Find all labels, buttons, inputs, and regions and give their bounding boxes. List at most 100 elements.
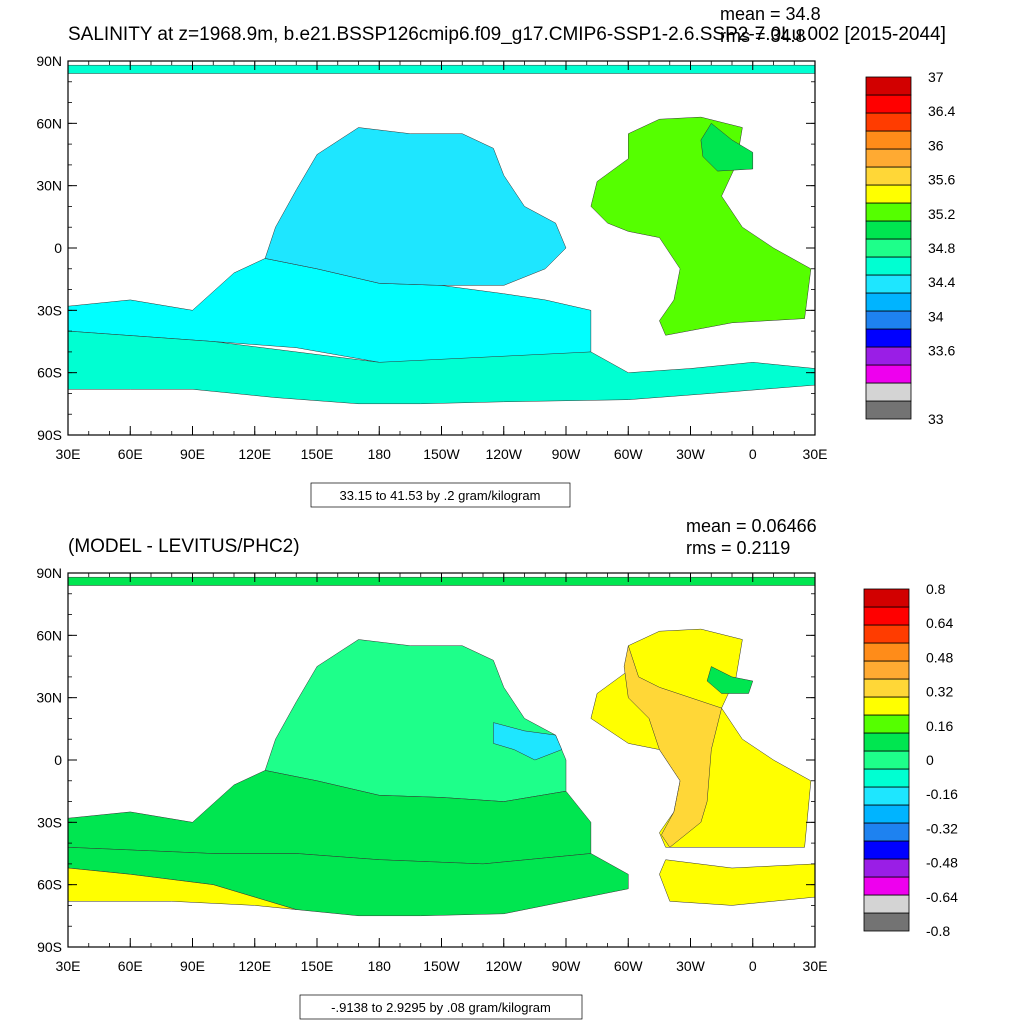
ocean-region-4 <box>700 122 754 172</box>
y-tick-label: 60N <box>36 115 62 131</box>
colorbar-label: 36.4 <box>928 103 955 119</box>
colorbar-swatch <box>865 202 912 222</box>
x-tick-label: 150E <box>301 446 334 462</box>
colorbar-label: -0.16 <box>926 786 958 802</box>
ocean-region-2 <box>264 127 567 286</box>
x-tick-label: 30E <box>56 446 81 462</box>
y-tick-label: 30N <box>36 690 62 706</box>
colorbar-label: 34 <box>928 308 944 324</box>
y-tick-label: 60S <box>37 877 62 893</box>
colorbar-swatch <box>865 346 912 366</box>
ocean-region-1 <box>67 330 816 405</box>
colorbar-swatch <box>865 274 912 294</box>
y-tick-label: 90N <box>36 565 62 581</box>
colorbar-label: 0.16 <box>926 718 953 734</box>
colorbar-label: 34.8 <box>928 240 955 256</box>
x-tick-label: 90W <box>552 958 582 974</box>
x-tick-label: 30E <box>56 958 81 974</box>
x-tick-label: 30E <box>803 958 828 974</box>
y-tick-label: 30N <box>36 178 62 194</box>
colorbar-swatch <box>863 678 910 698</box>
colorbar-label: -0.64 <box>926 889 958 905</box>
y-tick-label: 60S <box>37 365 62 381</box>
contour-info: -.9138 to 2.9295 by .08 gram/kilogram <box>331 1000 551 1015</box>
y-tick-label: 30S <box>37 302 62 318</box>
y-tick-label: 90S <box>37 939 62 955</box>
colorbar-label: 33 <box>928 411 944 427</box>
colorbar-label: 0.8 <box>926 581 946 597</box>
colorbar-swatch <box>863 822 910 842</box>
x-tick-label: 30W <box>676 958 706 974</box>
x-tick-label: 180 <box>368 958 392 974</box>
colorbar-swatch <box>865 382 912 402</box>
colorbar-swatch <box>865 94 912 114</box>
colorbar-swatch <box>863 840 910 860</box>
stat-rms: rms = 0.2119 <box>686 538 790 558</box>
y-tick-label: 60N <box>36 627 62 643</box>
y-tick-label: 90S <box>37 427 62 443</box>
x-tick-label: 0 <box>749 958 757 974</box>
colorbar-label: -0.8 <box>926 923 950 939</box>
x-tick-label: 60E <box>118 958 143 974</box>
colorbar-swatch <box>865 166 912 186</box>
ocean-region-3 <box>590 116 812 336</box>
chart-title: (MODEL - LEVITUS/PHC2) <box>68 536 300 557</box>
contour-info-box <box>299 994 583 1020</box>
colorbar-swatch <box>865 364 912 384</box>
x-tick-label: 90W <box>552 446 582 462</box>
colorbar-label: 35.6 <box>928 172 955 188</box>
y-tick-label: 30S <box>37 814 62 830</box>
ocean-region-1 <box>493 722 563 761</box>
x-tick-label: 0 <box>749 446 757 462</box>
stat-rms: rms = 34.8 <box>720 26 806 46</box>
colorbar-swatch <box>863 750 910 770</box>
x-tick-label: 150W <box>423 958 460 974</box>
colorbar-swatch <box>865 238 912 258</box>
colorbar-swatch <box>865 220 912 240</box>
colorbar-swatch <box>863 732 910 752</box>
ocean-region-8 <box>706 666 754 694</box>
contour-info: 33.15 to 41.53 by .2 gram/kilogram <box>340 488 541 503</box>
stat-mean: mean = 0.06466 <box>686 516 817 536</box>
y-tick-label: 90N <box>36 53 62 69</box>
x-tick-label: 60W <box>614 446 644 462</box>
x-tick-label: 60E <box>118 446 143 462</box>
colorbar-swatch <box>865 130 912 150</box>
colorbar: 33 33.6 34 34.4 34.8 35.2 35.6 36 36.4 37 <box>865 69 955 427</box>
stat-mean: mean = 34.8 <box>720 4 821 24</box>
colorbar-swatch <box>863 894 910 914</box>
colorbar-label: 0 <box>926 752 934 768</box>
map-plot: 30E 60E 90E 120E 150E 180 150W 120W 90W 60W 30W 0 30… <box>36 565 827 974</box>
colorbar-swatch <box>865 112 912 132</box>
colorbar-label: 0.64 <box>926 615 953 631</box>
map-plot: 30E 60E 90E 120E 150E 180 150W 120W 90W 60W 30W 0 30… <box>36 53 827 462</box>
y-tick-label: 0 <box>54 752 62 768</box>
colorbar-label: -0.48 <box>926 855 958 871</box>
x-tick-label: 120E <box>238 958 271 974</box>
colorbar-label: 0.48 <box>926 649 953 665</box>
colorbar-swatch <box>863 624 910 644</box>
colorbar-swatch <box>863 714 910 734</box>
colorbar-swatch <box>863 588 910 608</box>
ocean-region-4 <box>67 867 297 910</box>
colorbar-label: 36 <box>928 137 944 153</box>
y-tick-label: 0 <box>54 240 62 256</box>
panel-salinity: SALINITY at z=1968.9m, b.e21.BSSP126cmip… <box>36 4 955 508</box>
colorbar-swatch <box>863 912 910 932</box>
colorbar-label: 34.4 <box>928 274 955 290</box>
colorbar-label: 0.32 <box>926 684 953 700</box>
colorbar-label: 35.2 <box>928 206 955 222</box>
ocean-region-7 <box>659 859 816 906</box>
x-tick-label: 30E <box>803 446 828 462</box>
ocean-region-0 <box>264 639 567 802</box>
colorbar-swatch <box>865 400 912 420</box>
ocean-region-6 <box>623 644 722 848</box>
panel-difference: (MODEL - LEVITUS/PHC2) mean = 0.06466 rm… <box>36 516 958 1020</box>
colorbar-swatch <box>863 786 910 806</box>
colorbar-swatch <box>865 256 912 276</box>
colorbar-swatch <box>863 768 910 788</box>
colorbar-swatch <box>865 292 912 312</box>
colorbar-swatch <box>865 310 912 330</box>
x-tick-label: 120E <box>238 446 271 462</box>
